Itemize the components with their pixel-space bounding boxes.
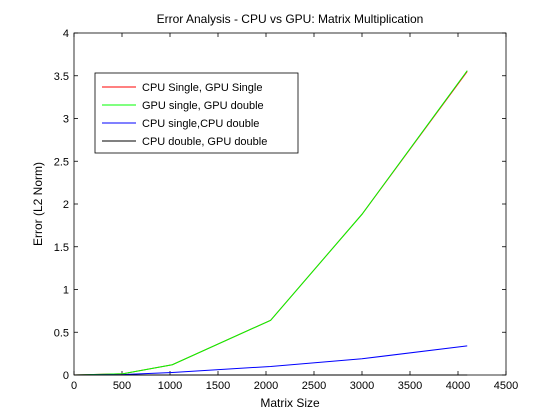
x-tick-label: 500 — [113, 380, 131, 392]
x-tick-label: 3500 — [398, 380, 422, 392]
legend-label: CPU Single, GPU Single — [142, 82, 262, 94]
series-layer — [73, 70, 468, 376]
legend-box — [94, 72, 299, 154]
y-tick-label: 1 — [63, 285, 69, 297]
chart-title: Error Analysis - CPU vs GPU: Matrix Mult… — [157, 12, 424, 26]
series-line-2 — [73, 70, 468, 376]
y-tick-label: 2.5 — [54, 156, 69, 168]
y-tick-label: 3.5 — [54, 71, 69, 83]
x-tick-label: 2000 — [254, 380, 278, 392]
legend-label: GPU single, GPU double — [142, 100, 264, 112]
legend: CPU Single, GPU Single GPU single, GPU do… — [94, 72, 299, 154]
y-tick-label: 2 — [63, 199, 69, 211]
x-tick-label: 4500 — [494, 380, 518, 392]
legend-label: CPU double, GPU double — [142, 136, 267, 148]
y-tick-label: 1.5 — [54, 242, 69, 254]
x-axis: 0 500 1000 1500 2000 2500 3000 3500 4000 4500 — [71, 33, 518, 392]
x-tick-label: 1000 — [158, 380, 182, 392]
x-tick-label: 0 — [71, 380, 77, 392]
y-tick-label: 4 — [63, 28, 69, 40]
y-tick-label: 3 — [63, 114, 69, 126]
x-tick-label: 2500 — [302, 380, 326, 392]
y-tick-label: 0.5 — [54, 327, 69, 339]
y-axis: 0 0.5 1 1.5 2 2.5 3 3.5 4 — [54, 28, 506, 382]
x-tick-label: 3000 — [350, 380, 374, 392]
x-axis-label: Matrix Size — [260, 396, 320, 410]
x-tick-label: 4000 — [446, 380, 470, 392]
legend-label: CPU single,CPU double — [142, 118, 259, 130]
y-axis-label: Error (L2 Norm) — [31, 162, 45, 246]
y-tick-label: 0 — [63, 370, 69, 382]
x-tick-label: 1500 — [206, 380, 230, 392]
